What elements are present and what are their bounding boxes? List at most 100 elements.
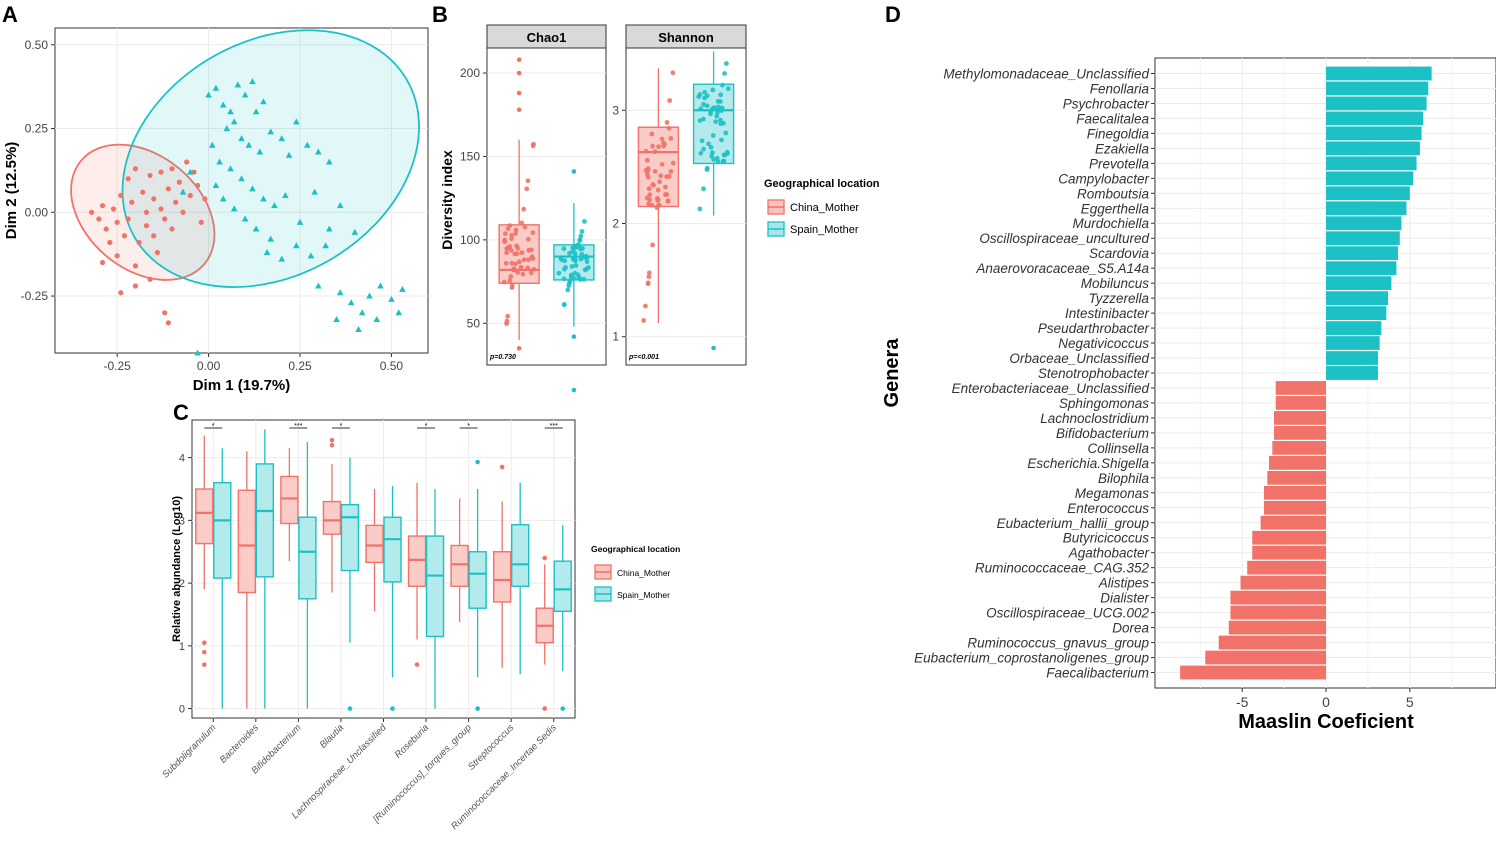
jitter-point bbox=[655, 198, 661, 203]
point-china_mother bbox=[162, 310, 168, 316]
bar-negativicoccus bbox=[1326, 336, 1380, 350]
maaslin-bar-panel: Methylomonadaceae_UnclassifiedFenollaria… bbox=[881, 57, 1496, 733]
jitter-point bbox=[525, 178, 531, 184]
genus-label: Sphingomonas bbox=[1059, 396, 1149, 411]
jitter-point bbox=[503, 260, 509, 266]
genus-label: Tyzzerella bbox=[1088, 291, 1149, 306]
point-spain_mother bbox=[238, 135, 245, 142]
bar-orbaceae-unclassified bbox=[1326, 351, 1378, 365]
bar-enterobacteriaceae-unclassified bbox=[1275, 381, 1326, 395]
box-china_mother-outlier bbox=[201, 649, 207, 655]
bar-dialister bbox=[1230, 590, 1326, 605]
tick-label-x: -0.25 bbox=[103, 359, 131, 373]
jitter-point bbox=[519, 220, 525, 226]
point-china_mother bbox=[158, 169, 164, 175]
jitter-point bbox=[507, 278, 513, 284]
jitter-point bbox=[668, 135, 674, 141]
tick-label-x: 0.00 bbox=[197, 359, 221, 373]
point-china_mother bbox=[132, 166, 139, 172]
bar-prevotella bbox=[1326, 156, 1417, 171]
point-spain_mother bbox=[252, 108, 260, 115]
point-china_mother bbox=[154, 249, 160, 256]
jitter-point bbox=[650, 242, 656, 248]
jitter-point bbox=[698, 106, 704, 112]
bar-escherichia-shigella bbox=[1269, 455, 1326, 470]
jitter-point bbox=[509, 260, 515, 266]
jitter-point bbox=[715, 159, 721, 165]
jitter-point bbox=[507, 244, 513, 249]
point-spain_mother bbox=[263, 248, 271, 255]
panel-label-b: B bbox=[432, 2, 448, 27]
box-china_mother-outlier bbox=[499, 464, 505, 470]
jitter-point bbox=[662, 141, 667, 147]
point-china_mother bbox=[187, 192, 193, 199]
jitter-point bbox=[526, 257, 531, 263]
genus-label: Collinsella bbox=[1087, 441, 1149, 456]
jitter-point bbox=[530, 143, 536, 149]
jitter-point bbox=[530, 256, 536, 261]
box-spain_mother-outlier bbox=[571, 169, 577, 174]
jitter-point bbox=[701, 102, 707, 107]
box-china_mother-outlier bbox=[516, 346, 522, 351]
box-china_mother-outlier bbox=[516, 107, 522, 113]
point-china_mother bbox=[147, 172, 153, 179]
point-spain_mother bbox=[336, 289, 344, 296]
jitter-point bbox=[563, 264, 568, 270]
genus-label: Bilophila bbox=[1098, 471, 1150, 486]
point-spain_mother bbox=[241, 91, 249, 98]
jitter-point bbox=[702, 89, 708, 95]
jitter-point bbox=[654, 205, 660, 210]
box-spain_mother-outlier bbox=[571, 387, 577, 393]
point-spain_mother bbox=[278, 255, 286, 262]
category-label: Subdoligranulum bbox=[160, 722, 218, 780]
jitter-point bbox=[714, 113, 720, 119]
category-label: Bacteroides bbox=[218, 722, 261, 765]
jitter-point bbox=[529, 247, 534, 253]
bar-alistipes bbox=[1240, 575, 1326, 590]
point-spain_mother bbox=[373, 315, 381, 322]
x-axis-label: Maaslin Coeficient bbox=[1238, 711, 1414, 733]
bar-anaerovoracaceae-s5-a14a bbox=[1326, 261, 1397, 276]
jitter-point bbox=[650, 143, 656, 149]
jitter-point bbox=[725, 86, 731, 92]
genus-label: Bifidobacterium bbox=[1056, 426, 1149, 441]
jitter-point bbox=[509, 282, 515, 288]
genus-label: Ruminococcaceae_CAG.352 bbox=[975, 561, 1150, 576]
jitter-point bbox=[644, 157, 650, 163]
point-spain_mother bbox=[325, 158, 333, 165]
jitter-point bbox=[573, 263, 579, 268]
legend-title: Geographical location bbox=[764, 178, 880, 190]
bar-lachnoclostridium bbox=[1274, 411, 1326, 425]
bar-megamonas bbox=[1263, 485, 1326, 500]
box-china_mother-box bbox=[492, 551, 512, 603]
point-spain_mother bbox=[351, 228, 359, 235]
point-china_mother bbox=[165, 186, 171, 192]
jitter-point bbox=[649, 202, 655, 208]
point-spain_mother bbox=[208, 141, 216, 148]
point-spain_mother bbox=[322, 242, 329, 249]
jitter-point bbox=[663, 192, 668, 198]
bar-murdochiella bbox=[1326, 216, 1402, 231]
point-spain_mother bbox=[311, 188, 318, 195]
genus-label: Lachnoclostridium bbox=[1040, 411, 1149, 426]
point-china_mother bbox=[158, 206, 164, 212]
jitter-point bbox=[698, 150, 704, 156]
box-china_mother-box bbox=[322, 500, 342, 535]
y-axis-label: Relative abundance (Log10) bbox=[171, 496, 183, 642]
jitter-point bbox=[504, 318, 510, 324]
point-china_mother bbox=[88, 209, 95, 215]
jitter-point bbox=[708, 144, 714, 150]
point-china_mother bbox=[143, 223, 150, 229]
point-spain_mother bbox=[227, 165, 234, 172]
jitter-point bbox=[706, 141, 711, 147]
genus-label: Prevotella bbox=[1089, 156, 1150, 171]
point-china_mother bbox=[143, 209, 150, 215]
box-china_mother-outlier bbox=[329, 437, 335, 443]
point-spain_mother bbox=[325, 225, 333, 232]
bar-eubacterium-coprostanoligenes-group bbox=[1205, 650, 1326, 665]
x-axis-label: Dim 1 (19.7%) bbox=[193, 377, 291, 394]
jitter-point bbox=[713, 119, 719, 125]
jitter-point bbox=[649, 131, 655, 137]
point-spain_mother bbox=[267, 235, 275, 242]
point-spain_mother bbox=[336, 202, 344, 209]
